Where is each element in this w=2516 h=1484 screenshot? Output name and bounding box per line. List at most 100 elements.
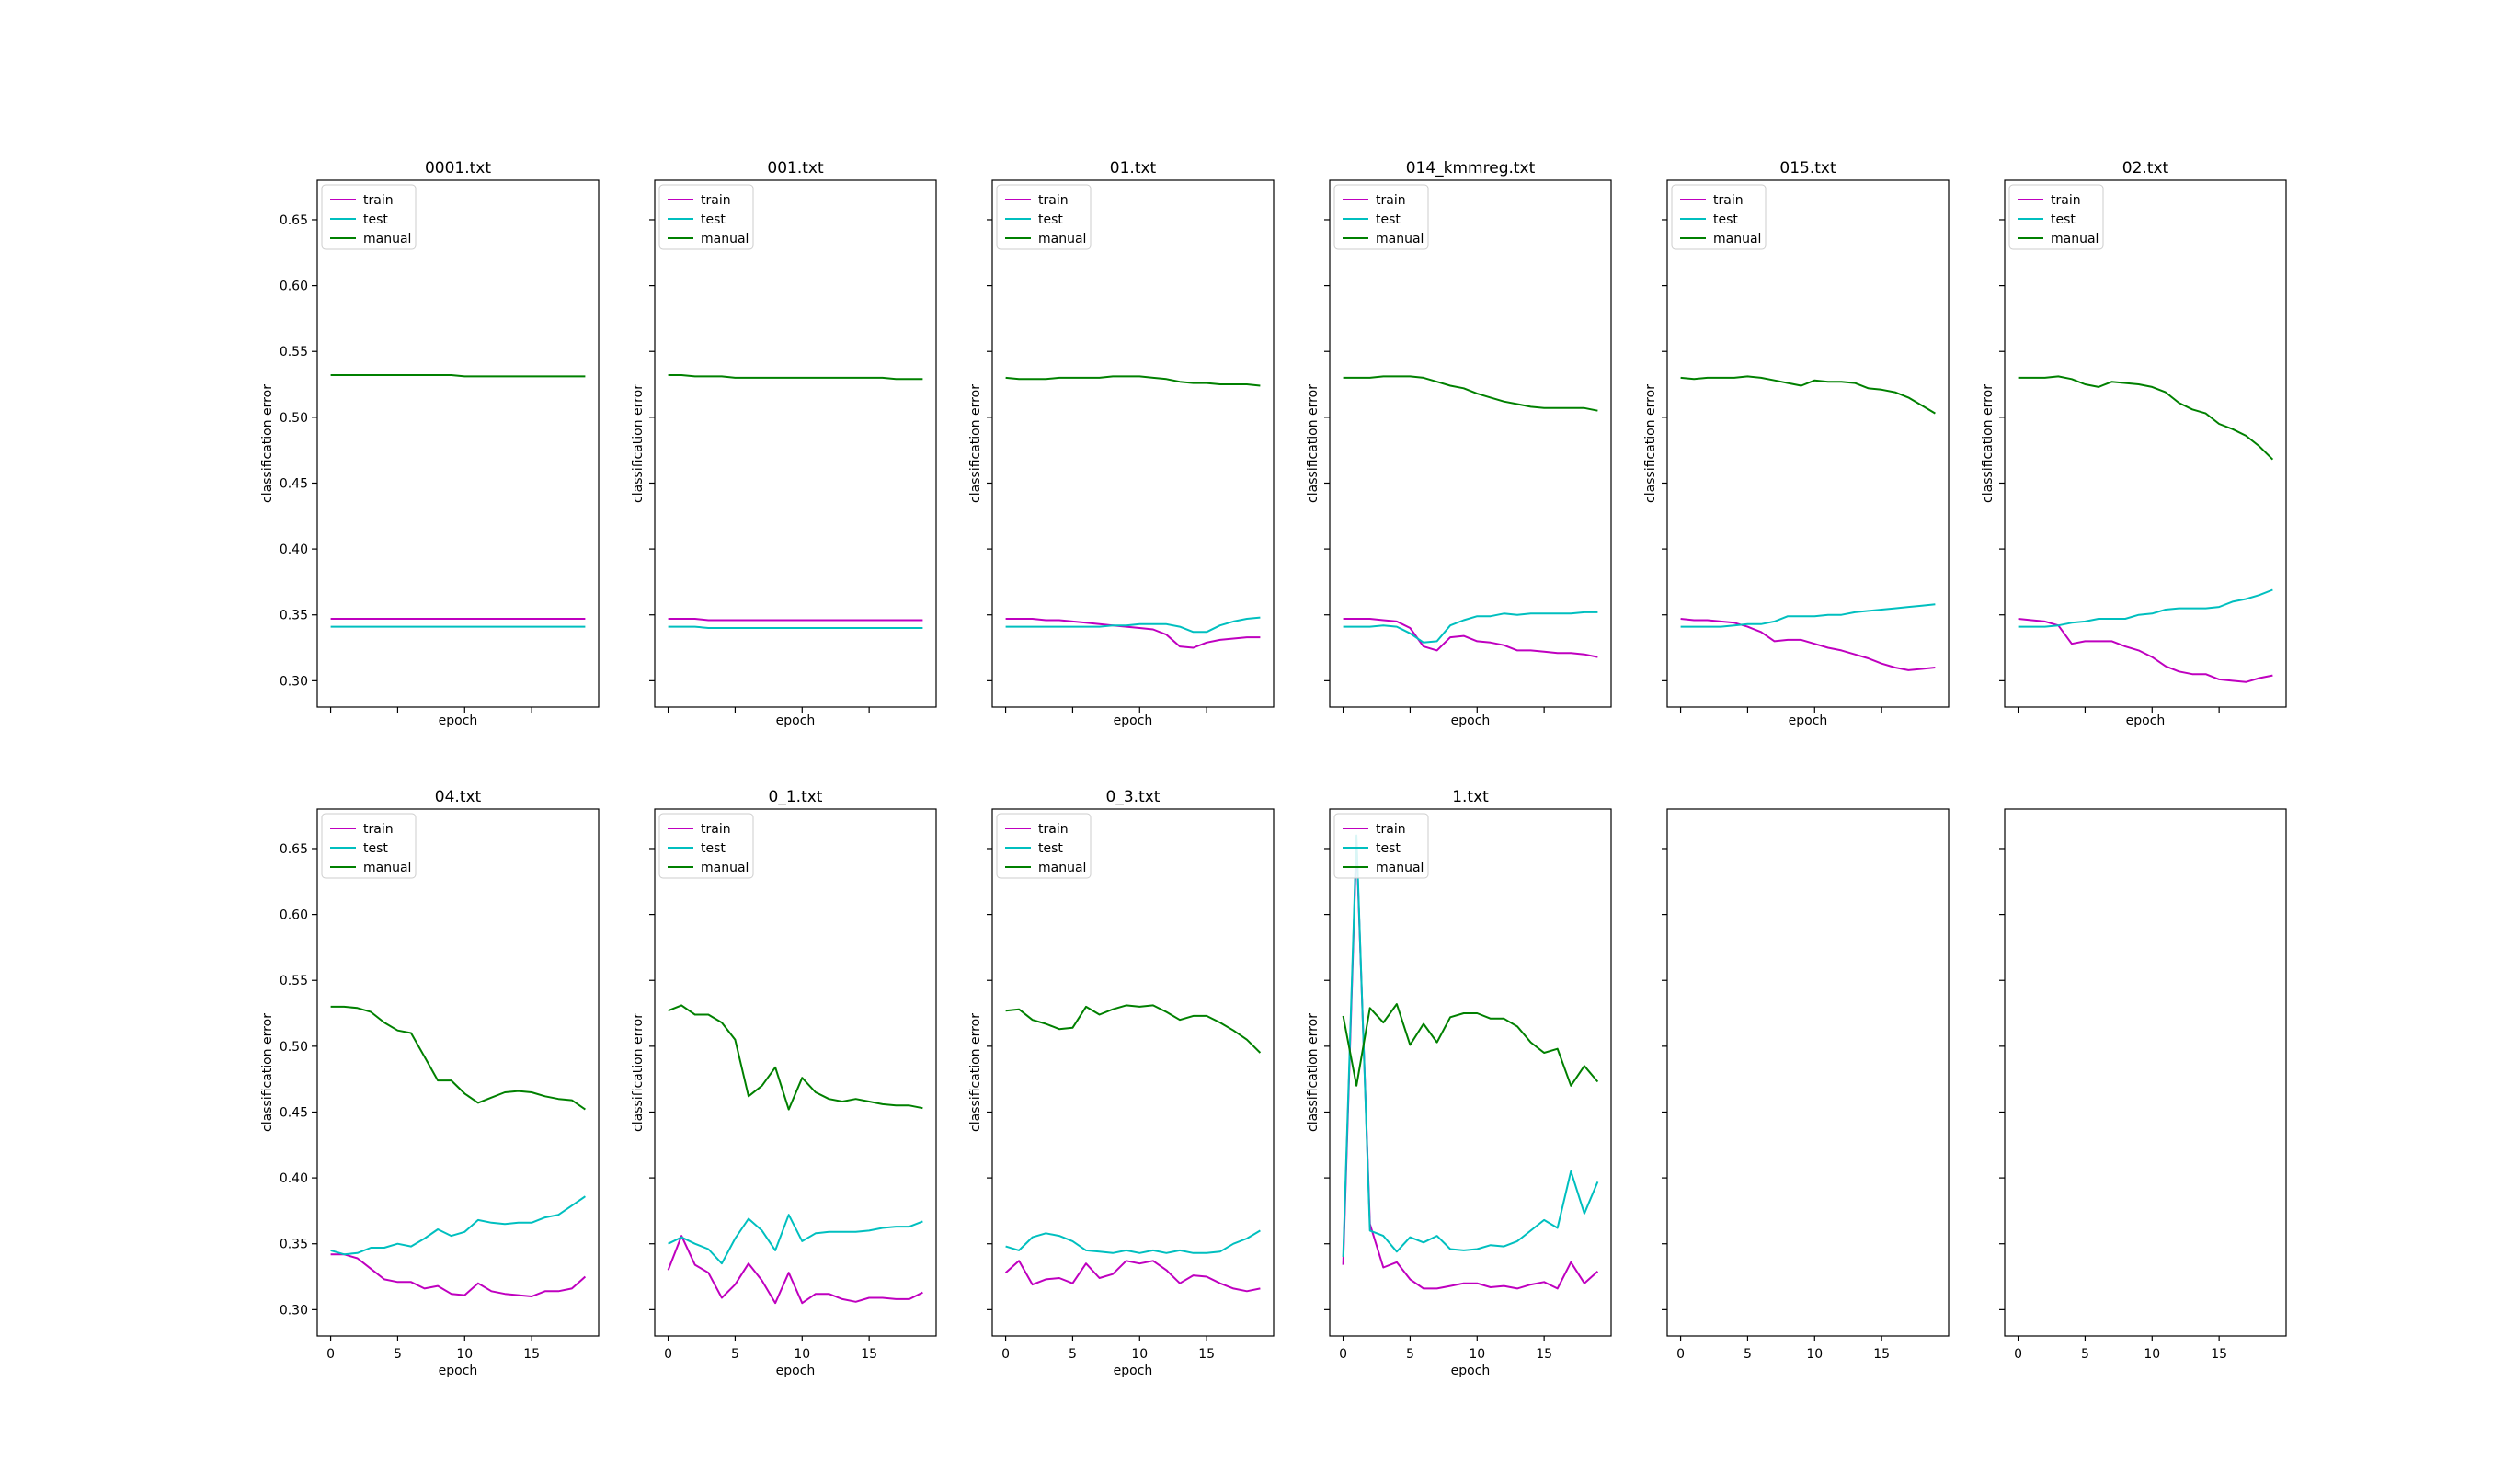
plot-area bbox=[1680, 375, 1936, 671]
y-tick-label: 0.60 bbox=[280, 908, 308, 923]
y-tick-label: 0.55 bbox=[280, 345, 308, 360]
axes-frame bbox=[654, 808, 937, 1337]
series-line-manual bbox=[668, 1004, 923, 1111]
series-line-train bbox=[1680, 618, 1936, 671]
y-tick-label: 0.40 bbox=[280, 542, 308, 557]
x-axis-label: epoch bbox=[776, 1364, 816, 1378]
legend-box bbox=[996, 813, 1092, 879]
axes-frame bbox=[1329, 179, 1612, 708]
y-tick-label: 0.50 bbox=[280, 411, 308, 426]
series-line-train bbox=[1005, 618, 1261, 649]
y-axis-label: classification error bbox=[260, 384, 275, 503]
y-tick-label: 0.35 bbox=[280, 1238, 308, 1252]
y-tick-label: 0.65 bbox=[280, 842, 308, 857]
subplot-6: epoch classification error 02.txt train test… bbox=[1981, 159, 2287, 728]
y-tick-label: 0.45 bbox=[280, 476, 308, 491]
legend: train test manual bbox=[996, 813, 1092, 879]
y-axis-label: classification error bbox=[631, 384, 646, 503]
subplot-title: 1.txt bbox=[1452, 788, 1489, 806]
legend-label-test: test bbox=[1038, 841, 1063, 856]
axes-frame bbox=[991, 179, 1275, 708]
y-tick-label: 0.50 bbox=[280, 1040, 308, 1055]
series-line-manual bbox=[330, 1005, 586, 1111]
legend: train test manual bbox=[996, 184, 1092, 250]
series-line-test bbox=[1342, 834, 1599, 1258]
legend-label-test: test bbox=[1376, 841, 1401, 856]
legend: train test manual bbox=[1333, 813, 1429, 879]
legend: train test manual bbox=[1671, 184, 1767, 250]
y-axis-label: classification error bbox=[968, 1013, 983, 1132]
legend-label-manual: manual bbox=[1038, 232, 1086, 246]
plot-area bbox=[2018, 375, 2274, 683]
subplot-title: 0001.txt bbox=[425, 159, 491, 177]
plot-area bbox=[1005, 375, 1261, 649]
legend-label-manual: manual bbox=[1038, 861, 1086, 875]
series-line-train bbox=[1342, 840, 1599, 1290]
axes-frame bbox=[654, 179, 937, 708]
legend-label-train: train bbox=[1376, 193, 1406, 208]
series-line-test bbox=[1005, 616, 1261, 634]
x-tick-label: 15 bbox=[523, 1347, 540, 1362]
legend-label-train: train bbox=[1376, 822, 1406, 837]
legend-label-train: train bbox=[363, 193, 394, 208]
x-tick-label: 10 bbox=[1131, 1347, 1148, 1362]
legend-box bbox=[321, 813, 417, 879]
y-axis-label: classification error bbox=[260, 1013, 275, 1132]
legend-label-test: test bbox=[1713, 212, 1738, 227]
x-tick-label: 5 bbox=[1744, 1347, 1752, 1362]
legend-label-test: test bbox=[1038, 212, 1063, 227]
subplot-7: 0.30 0.35 0.40 0.45 0.50 0.55 0.60 0.65 0 5 10 15 ep… bbox=[260, 788, 600, 1378]
x-tick-label: 0 bbox=[2014, 1347, 2022, 1362]
series-line-test bbox=[668, 625, 923, 629]
legend-label-test: test bbox=[363, 212, 388, 227]
y-axis-label: classification error bbox=[968, 384, 983, 503]
series-line-train bbox=[2018, 618, 2273, 683]
x-tick-label: 5 bbox=[2081, 1347, 2089, 1362]
plot-area bbox=[1343, 375, 1598, 658]
y-axis-label: classification error bbox=[1981, 384, 1996, 503]
x-tick-label: 10 bbox=[2144, 1347, 2160, 1362]
y-tick-label: 0.60 bbox=[280, 280, 308, 294]
legend-label-manual: manual bbox=[1376, 861, 1424, 875]
series-line-manual bbox=[1343, 375, 1598, 412]
y-tick-label: 0.45 bbox=[280, 1105, 308, 1120]
plot-area bbox=[1004, 1004, 1262, 1293]
legend-label-train: train bbox=[1038, 822, 1069, 837]
subplot-title: 001.txt bbox=[767, 159, 824, 177]
x-axis-label: epoch bbox=[1114, 1364, 1153, 1378]
x-tick-label: 15 bbox=[1198, 1347, 1215, 1362]
x-tick-label: 5 bbox=[1406, 1347, 1414, 1362]
axes-frame bbox=[1329, 808, 1612, 1337]
legend-label-train: train bbox=[701, 193, 731, 208]
legend-label-manual: manual bbox=[1713, 232, 1761, 246]
axes-frame bbox=[1666, 179, 1950, 708]
x-tick-label: 0 bbox=[1339, 1347, 1347, 1362]
subplot-10: 0 5 10 15 epoch classification error 1.txt trai… bbox=[1306, 788, 1612, 1378]
legend: train test manual bbox=[321, 184, 417, 250]
legend-box bbox=[1333, 184, 1429, 250]
legend-label-manual: manual bbox=[701, 861, 749, 875]
legend-box bbox=[1671, 184, 1767, 250]
legend-label-test: test bbox=[2051, 212, 2076, 227]
legend-box bbox=[996, 184, 1092, 250]
x-tick-label: 15 bbox=[1536, 1347, 1552, 1362]
legend: train test manual bbox=[2008, 184, 2104, 250]
x-axis-label: epoch bbox=[2126, 713, 2166, 728]
legend-box bbox=[2008, 184, 2104, 250]
x-axis-label: epoch bbox=[439, 1364, 478, 1378]
y-tick-label: 0.30 bbox=[280, 1303, 308, 1318]
legend-box bbox=[1333, 813, 1429, 879]
x-axis-label: epoch bbox=[1451, 1364, 1491, 1378]
x-tick-label: 10 bbox=[794, 1347, 810, 1362]
x-tick-label: 10 bbox=[1806, 1347, 1823, 1362]
y-tick-label: 0.55 bbox=[280, 974, 308, 988]
legend-label-train: train bbox=[2051, 193, 2081, 208]
legend-box bbox=[321, 184, 417, 250]
series-line-manual bbox=[1005, 1004, 1262, 1054]
series-line-train bbox=[1004, 1260, 1261, 1293]
x-axis-label: epoch bbox=[1789, 713, 1828, 728]
x-axis-label: epoch bbox=[776, 713, 816, 728]
x-tick-label: 15 bbox=[2211, 1347, 2227, 1362]
legend-label-train: train bbox=[1713, 193, 1744, 208]
y-axis-label: classification error bbox=[1643, 384, 1658, 503]
